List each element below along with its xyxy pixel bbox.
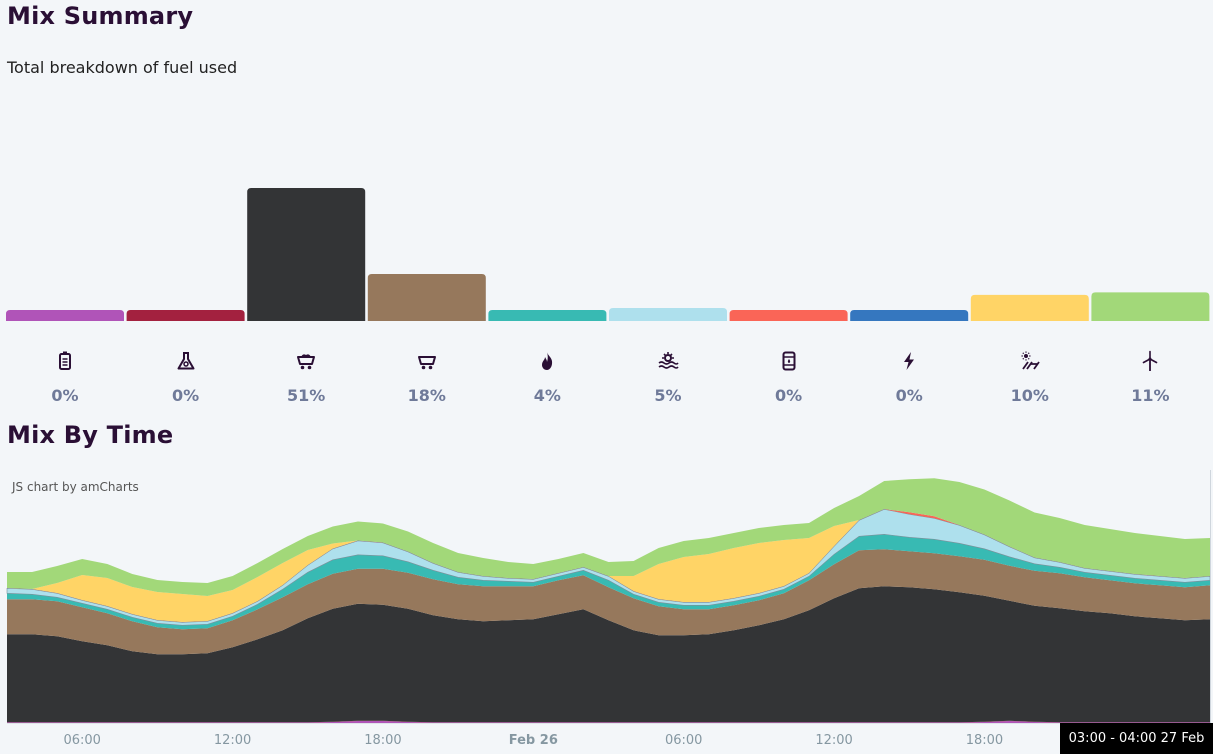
mix-by-time-title: Mix By Time [7, 421, 174, 449]
fuel-percentage: 51% [287, 386, 326, 405]
mix-summary-subtitle: Total breakdown of fuel used [7, 58, 238, 77]
fuel-percentage: 0% [172, 386, 200, 405]
fuel-legend-item: 0% [850, 350, 968, 410]
hydro-wave-icon [658, 352, 679, 369]
time-range-tooltip: 03:00 - 04:00 27 Feb [1060, 723, 1213, 754]
fuel-legend-item: 51% [247, 350, 365, 410]
fuel-legend-item: 0% [730, 350, 848, 410]
amcharts-credit[interactable]: JS chart by amCharts [12, 480, 139, 494]
fuel-legend-item: 5% [609, 350, 727, 410]
fuel-bar[interactable] [970, 294, 1089, 321]
area-series-9[interactable] [7, 478, 1210, 596]
fuel-percentage: 10% [1010, 386, 1049, 405]
fuel-bar[interactable] [729, 310, 848, 321]
fuel-legend-item: 0% [6, 350, 124, 410]
flame-icon [542, 352, 553, 370]
area-series-2[interactable] [7, 586, 1210, 723]
x-tick-label: 18:00 [364, 733, 401, 748]
fuel-percentage: 18% [407, 386, 446, 405]
fuel-percentage: 5% [654, 386, 682, 405]
x-tick-label: 18:00 [966, 733, 1003, 748]
mix-summary-title: Mix Summary [7, 2, 194, 30]
area-series-1[interactable] [7, 720, 1210, 723]
area-series-3[interactable] [7, 549, 1210, 655]
fuel-percentage: 11% [1131, 386, 1170, 405]
cart-icon [417, 356, 436, 370]
wind-turbine-icon [1143, 350, 1158, 371]
mix-by-time-area-chart: 06:00 12:00 18:00 Feb 26 06:00 12:00 18:00 [6, 470, 1211, 748]
fuel-percentage: 0% [895, 386, 923, 405]
flask-icon [177, 352, 195, 370]
x-tick-label: 12:00 [815, 733, 852, 748]
bolt-icon [904, 352, 915, 370]
fuel-bar[interactable] [850, 310, 969, 321]
fuel-bar[interactable] [247, 188, 366, 321]
battery-icon [59, 351, 71, 370]
oil-barrel-icon [782, 351, 796, 371]
fuel-percentage: 0% [775, 386, 803, 405]
x-tick-label: 12:00 [214, 733, 251, 748]
area-series-8[interactable] [7, 509, 1210, 622]
fuel-bar[interactable] [488, 310, 607, 321]
fuel-bar[interactable] [609, 307, 727, 321]
fuel-bar[interactable] [126, 310, 245, 321]
solar-icon [1021, 351, 1040, 370]
fuel-percentage: 0% [51, 386, 79, 405]
fuel-legend-item: 0% [127, 350, 245, 410]
fuel-legend-item: 18% [368, 350, 486, 410]
fuel-legend-item: 11% [1091, 350, 1209, 410]
fuel-bar[interactable] [367, 274, 486, 321]
x-tick-label: 06:00 [63, 733, 100, 748]
fuel-percentage: 4% [533, 386, 561, 405]
fuel-bar[interactable] [6, 310, 124, 321]
x-tick-label: 06:00 [665, 733, 702, 748]
x-tick-label: Feb 26 [509, 733, 558, 748]
coal-cart-icon [297, 354, 316, 370]
fuel-legend-item: 4% [488, 350, 606, 410]
fuel-legend-item: 10% [971, 350, 1089, 410]
area-series-4[interactable] [7, 534, 1210, 630]
fuel-breakdown-bar-chart [6, 188, 1210, 321]
fuel-bar[interactable] [1091, 292, 1210, 321]
